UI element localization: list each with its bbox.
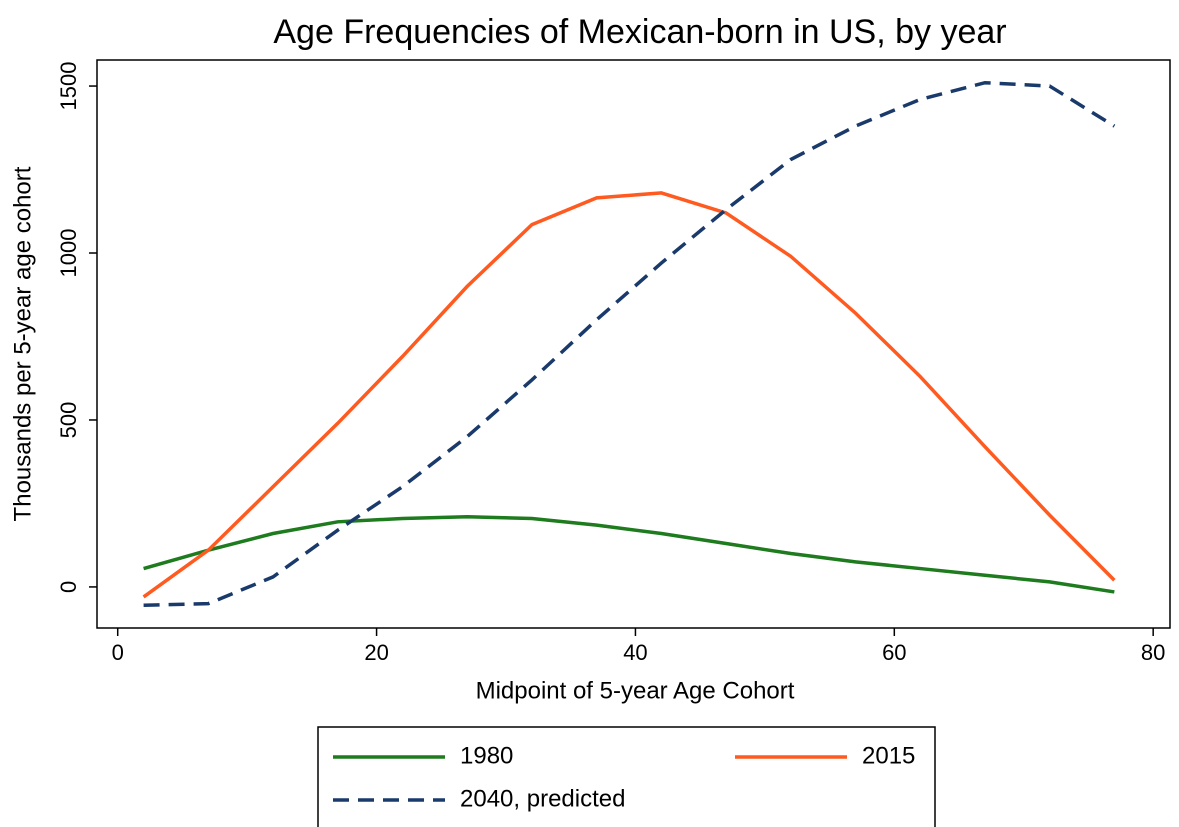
x-tick-label: 20 [364,640,388,665]
series-line [143,80,1116,608]
x-tick-label: 80 [1141,640,1165,665]
y-axis-label: Thousands per 5-year age cohort [9,166,36,521]
y-tick-label: 1000 [56,229,81,278]
legend-box [317,726,936,827]
y-tick-label: 0 [56,581,81,593]
y-tick-label: 500 [56,402,81,439]
legend-label: 2040, predicted [460,785,625,812]
plot-frame [96,59,1171,629]
x-tick-label: 0 [112,640,124,665]
x-axis-label: Midpoint of 5-year Age Cohort [476,677,795,704]
series-line [142,191,1116,599]
legend-label: 2015 [862,742,915,769]
series-line [143,515,1115,594]
x-tick-label: 60 [882,640,906,665]
legend-label: 1980 [460,742,513,769]
chart-title: Age Frequencies of Mexican-born in US, b… [273,13,1006,51]
x-tick-label: 40 [623,640,647,665]
y-tick-label: 1500 [56,62,81,111]
